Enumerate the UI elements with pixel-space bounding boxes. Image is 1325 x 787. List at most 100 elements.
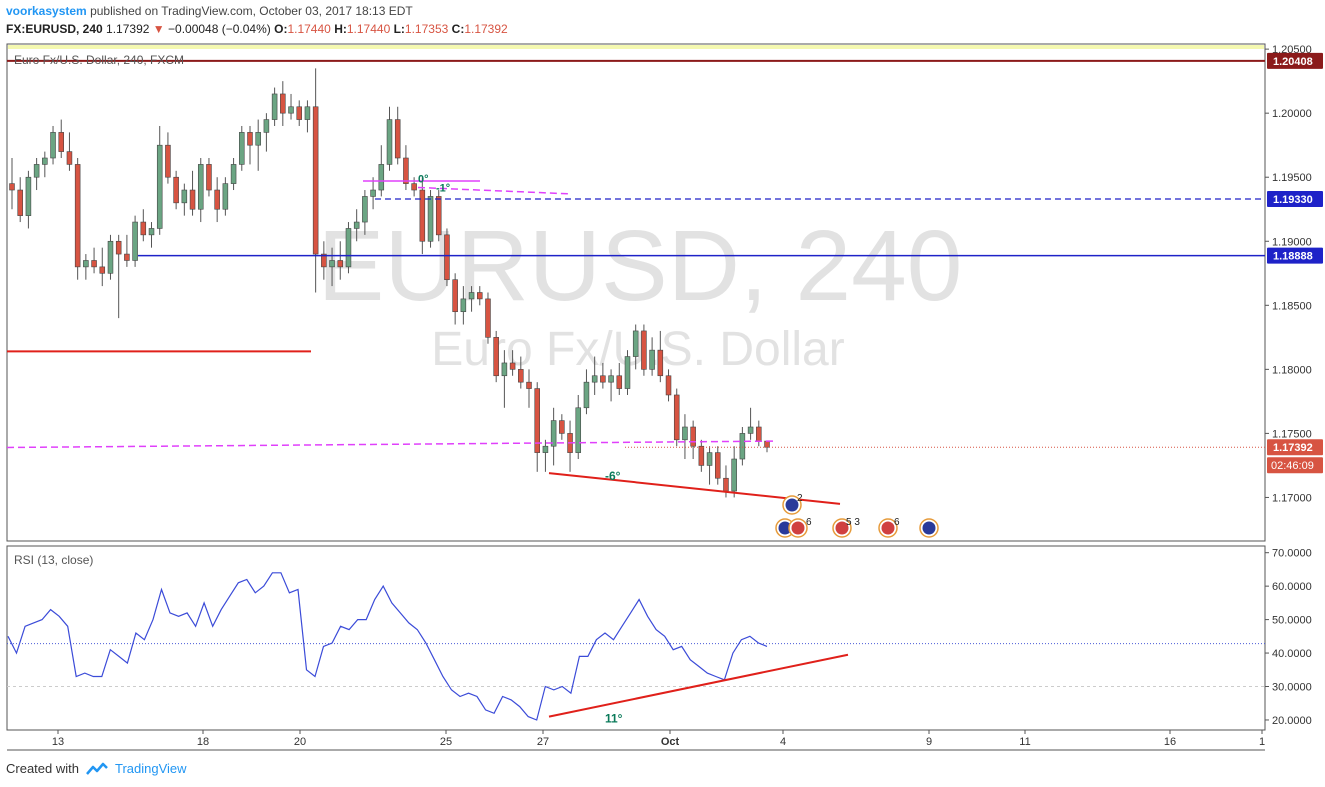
down-arrow-icon: ▼	[152, 22, 165, 36]
rsi-tick-label: 50.0000	[1272, 615, 1312, 627]
candle-body	[222, 183, 229, 210]
high-label: H:	[334, 22, 347, 36]
candle-body	[17, 189, 23, 216]
candle-body	[107, 240, 114, 274]
magenta-trend-dashed	[6, 440, 776, 449]
price-axis-tag	[1267, 52, 1323, 69]
candle-body	[690, 426, 696, 447]
flag-fill	[881, 521, 895, 535]
price-pane	[6, 43, 1266, 542]
candle-body	[616, 375, 623, 389]
candle-body	[411, 183, 417, 191]
author-link[interactable]: voorkasystem	[6, 4, 87, 18]
candle-body	[329, 260, 335, 268]
candle-body	[550, 420, 557, 447]
countdown-tag	[1267, 457, 1323, 474]
high-value: 1.17440	[346, 22, 391, 36]
candle-body	[33, 164, 40, 178]
candle-body	[206, 164, 212, 191]
candle-body	[444, 234, 450, 280]
event-count: 5 3	[846, 517, 860, 528]
close-value: 1.17392	[464, 22, 508, 36]
time-tick-label: 9	[926, 736, 932, 748]
candle-body	[583, 381, 590, 409]
created-with-label: Created with	[6, 761, 79, 776]
open-value: 1.17440	[287, 22, 331, 36]
candle-body	[255, 132, 261, 146]
candle-body	[230, 164, 237, 184]
candle-body	[271, 93, 278, 120]
candle-body	[189, 189, 196, 210]
candle-body	[575, 407, 582, 453]
candle-body	[624, 356, 631, 389]
angle-label-zero: 0°	[418, 173, 429, 185]
price-axis-tag-label: 1.18888	[1273, 251, 1313, 263]
watermark-symbol: EURUSD, 240	[318, 210, 963, 322]
candle-body	[649, 349, 655, 370]
candle-body	[698, 445, 705, 466]
rsi-tick-label: 70.0000	[1272, 548, 1312, 560]
candle-body	[501, 362, 508, 377]
ohlc-header: FX:EURUSD, 240 1.17392 ▼ −0.00048 (−0.04…	[6, 22, 508, 36]
candle-body	[764, 440, 770, 448]
candle-body	[304, 106, 311, 120]
time-tick-label: 20	[294, 736, 306, 748]
flag-fill	[922, 521, 936, 535]
candle-body	[58, 132, 65, 152]
time-tick-label: 16	[1164, 736, 1176, 748]
angle-label-price: -6°	[605, 469, 621, 483]
tradingview-brand-link[interactable]: TradingView	[114, 761, 187, 776]
candle-body	[280, 93, 286, 114]
rsi-tick-label: 20.0000	[1272, 715, 1312, 727]
price-tick-label: 1.19500	[1272, 172, 1312, 184]
time-tick-label: 1	[1259, 736, 1265, 748]
candle-body	[403, 157, 409, 184]
candle-body	[74, 164, 81, 268]
price-pane-title: Euro Fx/U.S. Dollar, 240, FXCM	[14, 53, 184, 67]
rsi-tick-label: 60.0000	[1272, 581, 1312, 593]
candle-body	[493, 337, 499, 377]
price-axis-tag	[1267, 190, 1323, 207]
candle-body	[362, 196, 368, 223]
tradingview-logo-icon	[86, 762, 108, 775]
price-tick-label: 1.17000	[1272, 492, 1312, 504]
candle-body	[165, 144, 171, 178]
publish-info: voorkasystem published on TradingView.co…	[6, 4, 413, 18]
candle-body	[83, 260, 89, 268]
published-text: published on TradingView.com, October 03…	[90, 4, 413, 18]
candle-body	[518, 369, 524, 383]
last-price: 1.17392	[106, 22, 150, 36]
candle-body	[591, 375, 598, 383]
rsi-tick-label: 40.0000	[1272, 648, 1312, 660]
candle-body	[723, 477, 729, 492]
candle-body	[378, 164, 385, 191]
candle-body	[468, 292, 475, 300]
rsi-tick-label: 30.0000	[1272, 682, 1312, 694]
candle-body	[345, 228, 352, 268]
time-tick-label: 25	[440, 736, 452, 748]
time-tick-label: Oct	[661, 736, 680, 748]
price-axis-tag-label: 1.20408	[1273, 56, 1313, 68]
candle-body	[140, 221, 147, 236]
candle-body	[247, 132, 253, 146]
candle-body	[427, 196, 434, 242]
candle-body	[132, 221, 138, 261]
candle-body	[321, 253, 327, 268]
price-tick-label: 1.18500	[1272, 300, 1312, 312]
candle-body	[756, 426, 762, 442]
candle-body	[477, 292, 483, 300]
candle-body	[435, 196, 442, 236]
candle-body	[50, 132, 56, 159]
candle-body	[263, 119, 270, 133]
low-value: 1.17353	[404, 22, 449, 36]
candle-body	[394, 119, 401, 159]
price-tick-label: 1.19000	[1272, 236, 1312, 248]
candle-body	[25, 176, 32, 216]
magenta-dashed-segment	[417, 186, 571, 195]
rsi-pane	[6, 545, 1266, 731]
event-count: 6	[806, 517, 812, 528]
candle-body	[99, 266, 106, 274]
candle-body	[452, 279, 458, 313]
candle-body	[509, 362, 516, 370]
